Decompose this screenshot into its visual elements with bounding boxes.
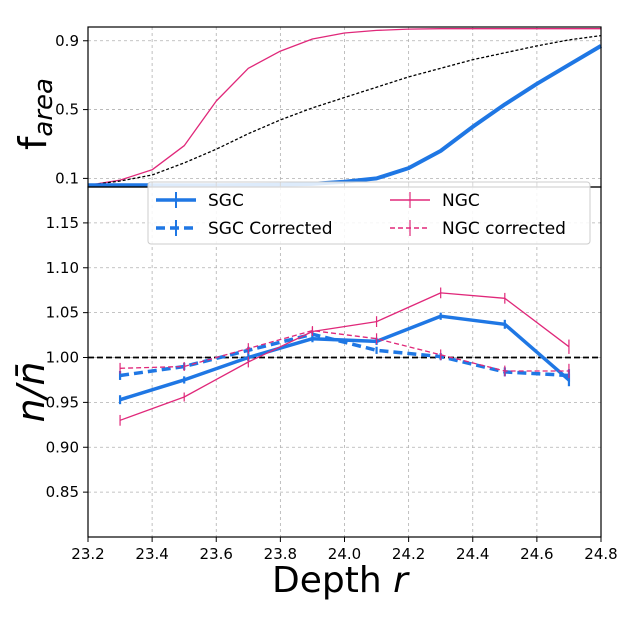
series-line-ngc-corrected (120, 329, 569, 372)
bottom-panel-series (88, 287, 601, 426)
top-series-total (87, 34, 602, 186)
top-y-axis-label: farea (11, 78, 59, 150)
top-series-sgc (88, 44, 603, 188)
legend-label-ngc: NGC (442, 191, 480, 211)
series-line-ngc (119, 292, 570, 421)
x-tick-label: 24.8 (584, 545, 617, 563)
legend-label-sgc-corrected: SGC Corrected (208, 219, 333, 239)
top-y-tick-label: 0.5 (55, 101, 79, 119)
top-panel-ticks: 0.1 0.5 0.9 (55, 32, 602, 187)
top-y-axis-label-subscript: area (29, 78, 59, 137)
x-tick-label: 24.0 (328, 545, 361, 563)
bottom-y-tick-label: 1.00 (46, 349, 79, 367)
legend: SGC SGC Corrected NGC NGC corrected (147, 181, 591, 245)
top-y-tick-label: 0.9 (55, 32, 79, 50)
x-axis-label: Depth r (272, 560, 410, 601)
x-tick-label: 23.2 (71, 545, 104, 563)
x-tick-label: 23.6 (200, 545, 233, 563)
x-axis-label-space (382, 560, 393, 601)
x-tick-label: 24.4 (456, 545, 489, 563)
bottom-y-axis-label: n/n̄ (9, 362, 53, 423)
bottom-y-tick-label: 1.05 (46, 304, 79, 322)
top-y-axis-label-main: f (11, 135, 55, 150)
legend-entry-ngc: NGC (390, 191, 480, 211)
x-axis-label-main: Depth (272, 560, 382, 601)
legend-entry-ngc-corrected: NGC corrected (390, 219, 566, 239)
bottom-y-tick-label: 1.15 (46, 214, 79, 232)
bottom-y-tick-label: 0.95 (46, 393, 79, 411)
top-series-ngc (87, 28, 601, 186)
bottom-y-tick-label: 1.10 (46, 259, 79, 277)
legend-box (147, 181, 591, 245)
top-panel-grid (87, 27, 602, 187)
series-line-sgc (119, 314, 571, 402)
x-tick-label: 24.2 (392, 545, 425, 563)
legend-label-ngc-corrected: NGC corrected (442, 219, 566, 239)
bottom-panel-ticks: 23.2 23.4 23.6 23.8 24.0 24.2 24.4 24.6 24.8 0.85… (46, 214, 618, 563)
top-y-tick-label: 0.1 (55, 169, 79, 187)
legend-label-sgc: SGC (208, 191, 244, 211)
x-tick-label: 23.4 (135, 545, 168, 563)
legend-entry-sgc: SGC (156, 191, 244, 211)
x-axis-label-variable: r (393, 560, 410, 601)
bottom-y-tick-label: 0.90 (46, 438, 79, 456)
x-tick-label: 24.6 (520, 545, 553, 563)
x-tick-label: 23.8 (264, 545, 297, 563)
bottom-y-tick-label: 0.85 (46, 483, 79, 501)
legend-entry-sgc-corrected: SGC Corrected (156, 219, 333, 239)
